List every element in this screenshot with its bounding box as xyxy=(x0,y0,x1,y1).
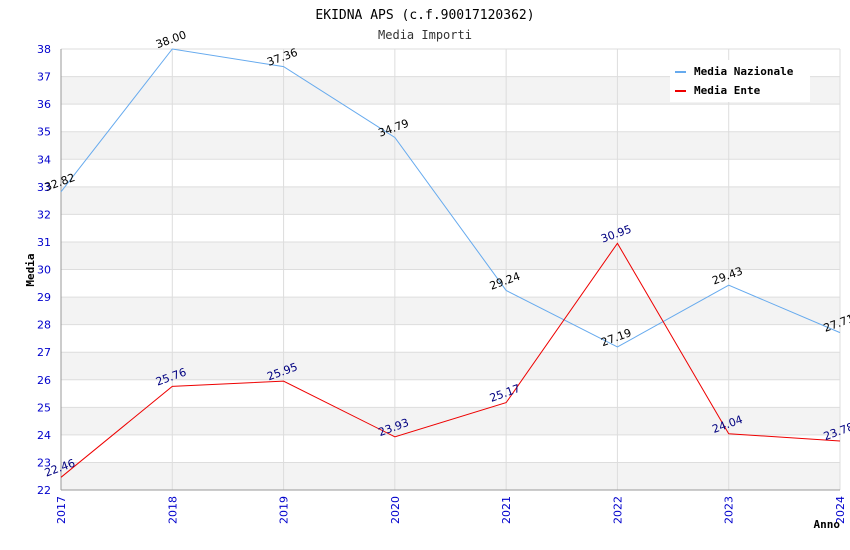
y-tick-label: 26 xyxy=(37,374,51,387)
x-tick-label: 2019 xyxy=(278,496,291,524)
grid-band xyxy=(61,241,840,270)
grid-band xyxy=(61,131,840,160)
legend-label: Media Ente xyxy=(694,84,761,97)
legend-label: Media Nazionale xyxy=(694,65,794,78)
y-tick-label: 25 xyxy=(37,401,51,414)
y-tick-label: 27 xyxy=(37,346,51,359)
grid-band xyxy=(61,297,840,325)
y-tick-label: 31 xyxy=(37,236,51,249)
data-label: 27.19 xyxy=(599,326,633,349)
y-axis-label: Media xyxy=(24,253,37,286)
x-tick-label: 2020 xyxy=(389,496,402,524)
x-tick-label: 2022 xyxy=(611,496,624,524)
y-tick-label: 29 xyxy=(37,291,51,304)
series-line-0 xyxy=(60,48,841,348)
x-axis-label: Anno xyxy=(814,518,841,531)
y-tick-label: 30 xyxy=(37,264,51,277)
y-tick-label: 36 xyxy=(37,98,51,111)
y-tick-label: 22 xyxy=(37,484,51,497)
y-tick-labels: 22 23 24 25 26 27 28 29 30 31 32 33 34 35 36 37 38 xyxy=(37,43,51,497)
y-tick-label: 35 xyxy=(37,126,51,139)
y-tick-label: 32 xyxy=(37,208,51,221)
grid-band xyxy=(61,407,840,435)
legend: Media Nazionale Media Ente xyxy=(670,60,810,102)
x-tick-label: 2021 xyxy=(500,496,513,524)
y-tick-label: 34 xyxy=(37,153,51,166)
chart-title: EKIDNA APS (c.f.90017120362) xyxy=(315,8,534,23)
series-line-1 xyxy=(60,242,841,478)
x-tick-label: 2018 xyxy=(166,496,179,524)
x-tick-labels: 2017 2018 2019 2020 2021 2022 2023 2024 xyxy=(55,496,847,524)
chart-subtitle: Media Importi xyxy=(378,28,472,42)
y-tick-label: 38 xyxy=(37,43,51,56)
series-lines xyxy=(60,48,841,478)
y-tick-label: 23 xyxy=(37,456,51,469)
x-tick-label: 2023 xyxy=(723,496,736,524)
grid-band xyxy=(61,462,840,490)
grid-band xyxy=(61,186,840,215)
x-tick-label: 2024 xyxy=(834,496,847,524)
y-tick-label: 28 xyxy=(37,319,51,332)
grid-band xyxy=(61,352,840,380)
grid-bands xyxy=(61,76,840,490)
y-tick-label: 37 xyxy=(37,71,51,84)
axes xyxy=(60,49,840,491)
y-tick-label: 24 xyxy=(37,429,51,442)
y-tick-label: 33 xyxy=(37,181,51,194)
data-label: 25.17 xyxy=(488,382,522,405)
legend-box xyxy=(670,60,810,102)
x-tick-label: 2017 xyxy=(55,496,68,524)
data-label: 38.00 xyxy=(154,28,188,51)
